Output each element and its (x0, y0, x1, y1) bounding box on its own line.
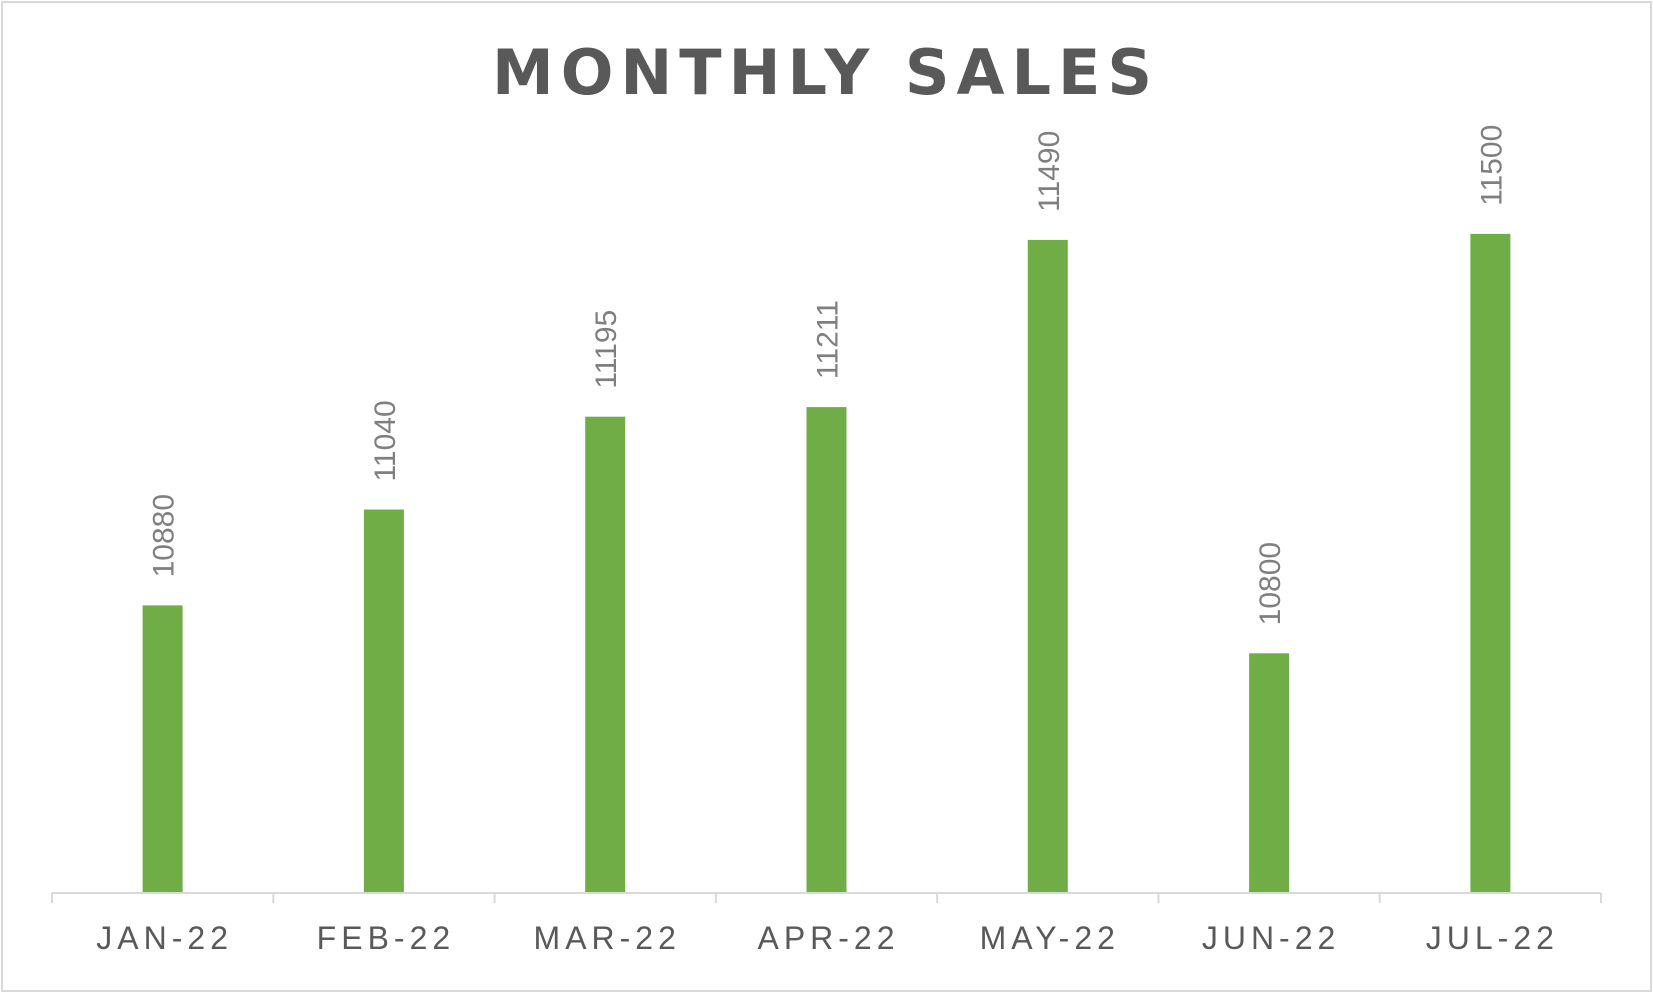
x-tick-label-mar-22: MAR-22 (534, 920, 681, 956)
data-labels-group: 10880 11040 11195 11211 11490 10800 11500 (148, 125, 1509, 626)
bars-group (142, 233, 1511, 893)
data-label-mar-22: 11195 (590, 310, 623, 389)
bar-apr-22 (806, 407, 847, 893)
bar-jul-22 (1470, 233, 1511, 893)
bar-may-22 (1027, 239, 1068, 893)
data-label-jan-22: 10880 (148, 494, 181, 577)
bar-jun-22 (1249, 653, 1290, 893)
x-tick-label-may-22: MAY-22 (980, 920, 1120, 956)
x-axis: JAN-22 FEB-22 MAR-22 APR-22 MAY-22 JUN-22 JUL-… (51, 892, 1602, 956)
data-label-apr-22: 11211 (812, 300, 845, 379)
x-tick-label-jan-22: JAN-22 (96, 920, 233, 956)
bar-feb-22 (363, 509, 404, 893)
chart-title: MONTHLY SALES (492, 36, 1159, 109)
data-label-feb-22: 11040 (369, 400, 402, 481)
data-label-may-22: 11490 (1033, 131, 1066, 212)
x-tick-label-feb-22: FEB-22 (317, 920, 455, 956)
x-tick-label-apr-22: APR-22 (757, 920, 899, 956)
x-tick-label-jun-22: JUN-22 (1202, 920, 1340, 956)
data-label-jul-22: 11500 (1475, 125, 1508, 206)
bar-mar-22 (585, 416, 626, 893)
data-label-jun-22: 10800 (1254, 542, 1287, 625)
x-tick-label-jul-22: JUL-22 (1426, 920, 1559, 956)
bar-jan-22 (142, 605, 183, 893)
